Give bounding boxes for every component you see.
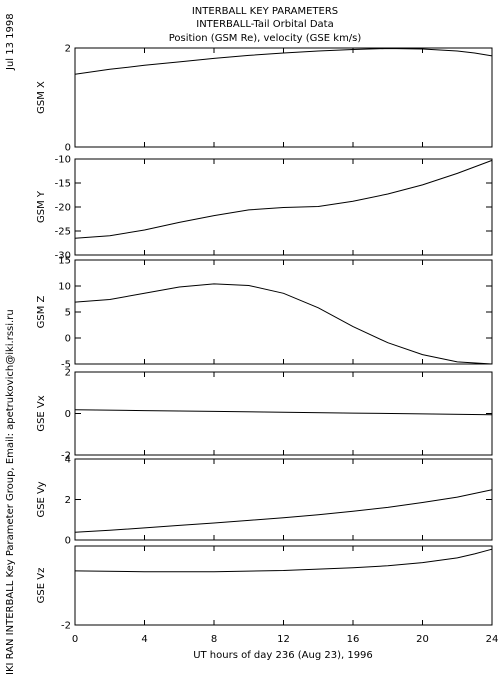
y-tick-label: 4	[65, 455, 71, 466]
y-axis-label: GSE Vx	[36, 395, 47, 431]
panel-gsm-x: 0 2 GSM X	[36, 44, 493, 154]
y-axis-label: GSE Vy	[36, 481, 47, 517]
y-tick-label: -10	[55, 155, 71, 166]
x-tick-label: 24	[486, 634, 499, 645]
y-tick-label: 0	[65, 143, 71, 154]
y-axis-label: GSM Y	[36, 190, 47, 223]
series-line	[74, 283, 493, 365]
panel-frame	[74, 545, 493, 626]
panel-frame	[74, 47, 493, 148]
y-axis-label: GSE Vz	[36, 568, 47, 604]
chart-title-line-2: INTERBALL-Tail Orbital Data	[196, 19, 333, 30]
panel-gse-vy: 0 2 4 GSE Vy	[36, 455, 493, 547]
x-tick-label: 0	[72, 634, 78, 645]
chart-title-line-3: Position (GSM Re), velocity (GSE km/s)	[169, 33, 362, 44]
series-line	[74, 409, 493, 416]
panel-frame	[74, 458, 493, 541]
series-line	[74, 548, 493, 573]
x-tick-label: 4	[141, 634, 147, 645]
panel-gsm-z: -5 0 5 10 15 GSM Z	[36, 256, 493, 371]
series-line	[74, 47, 493, 75]
y-tick-label: -20	[55, 203, 71, 214]
y-tick-label: 5	[65, 308, 71, 319]
panel-gse-vx: -2 0 2 GSE Vx	[36, 368, 493, 462]
y-tick-label: 0	[65, 334, 71, 345]
y-tick-label: -30	[55, 251, 71, 262]
y-tick-label: 10	[58, 282, 71, 293]
plot-date: Jul 13 1998	[5, 13, 16, 71]
panel-gse-vz: -2 GSE Vz	[36, 545, 493, 632]
y-tick-label: -2	[61, 621, 71, 632]
y-tick-label: -25	[55, 227, 71, 238]
x-axis-label: UT hours of day 236 (Aug 23), 1996	[193, 650, 373, 661]
y-tick-label: -2	[61, 451, 71, 462]
y-tick-label: 2	[65, 495, 71, 506]
y-tick-label: -5	[61, 360, 71, 371]
y-tick-label: 0	[65, 409, 71, 420]
y-axis-label: GSM Z	[36, 295, 47, 328]
panel-gsm-y: -30 -25 -20 -15 -10 GSM Y	[36, 155, 493, 262]
x-tick-label: 16	[347, 634, 360, 645]
chart-title-line-1: INTERBALL KEY PARAMETERS	[192, 6, 338, 17]
series-line	[74, 159, 493, 239]
series-line	[74, 489, 493, 533]
y-axis-label: GSM X	[36, 81, 47, 114]
x-tick-label: 12	[277, 634, 290, 645]
x-tick-label: 20	[416, 634, 429, 645]
x-tick-label: 8	[211, 634, 217, 645]
y-tick-label: 2	[65, 44, 71, 55]
y-tick-label: 0	[65, 536, 71, 547]
y-tick-label: -15	[55, 179, 71, 190]
panel-frame	[74, 259, 493, 365]
y-tick-label: 2	[65, 368, 71, 379]
credit-line: IKI RAN INTERBALL Key Parameter Group, E…	[5, 309, 16, 675]
y-tick-label: 15	[58, 256, 71, 267]
